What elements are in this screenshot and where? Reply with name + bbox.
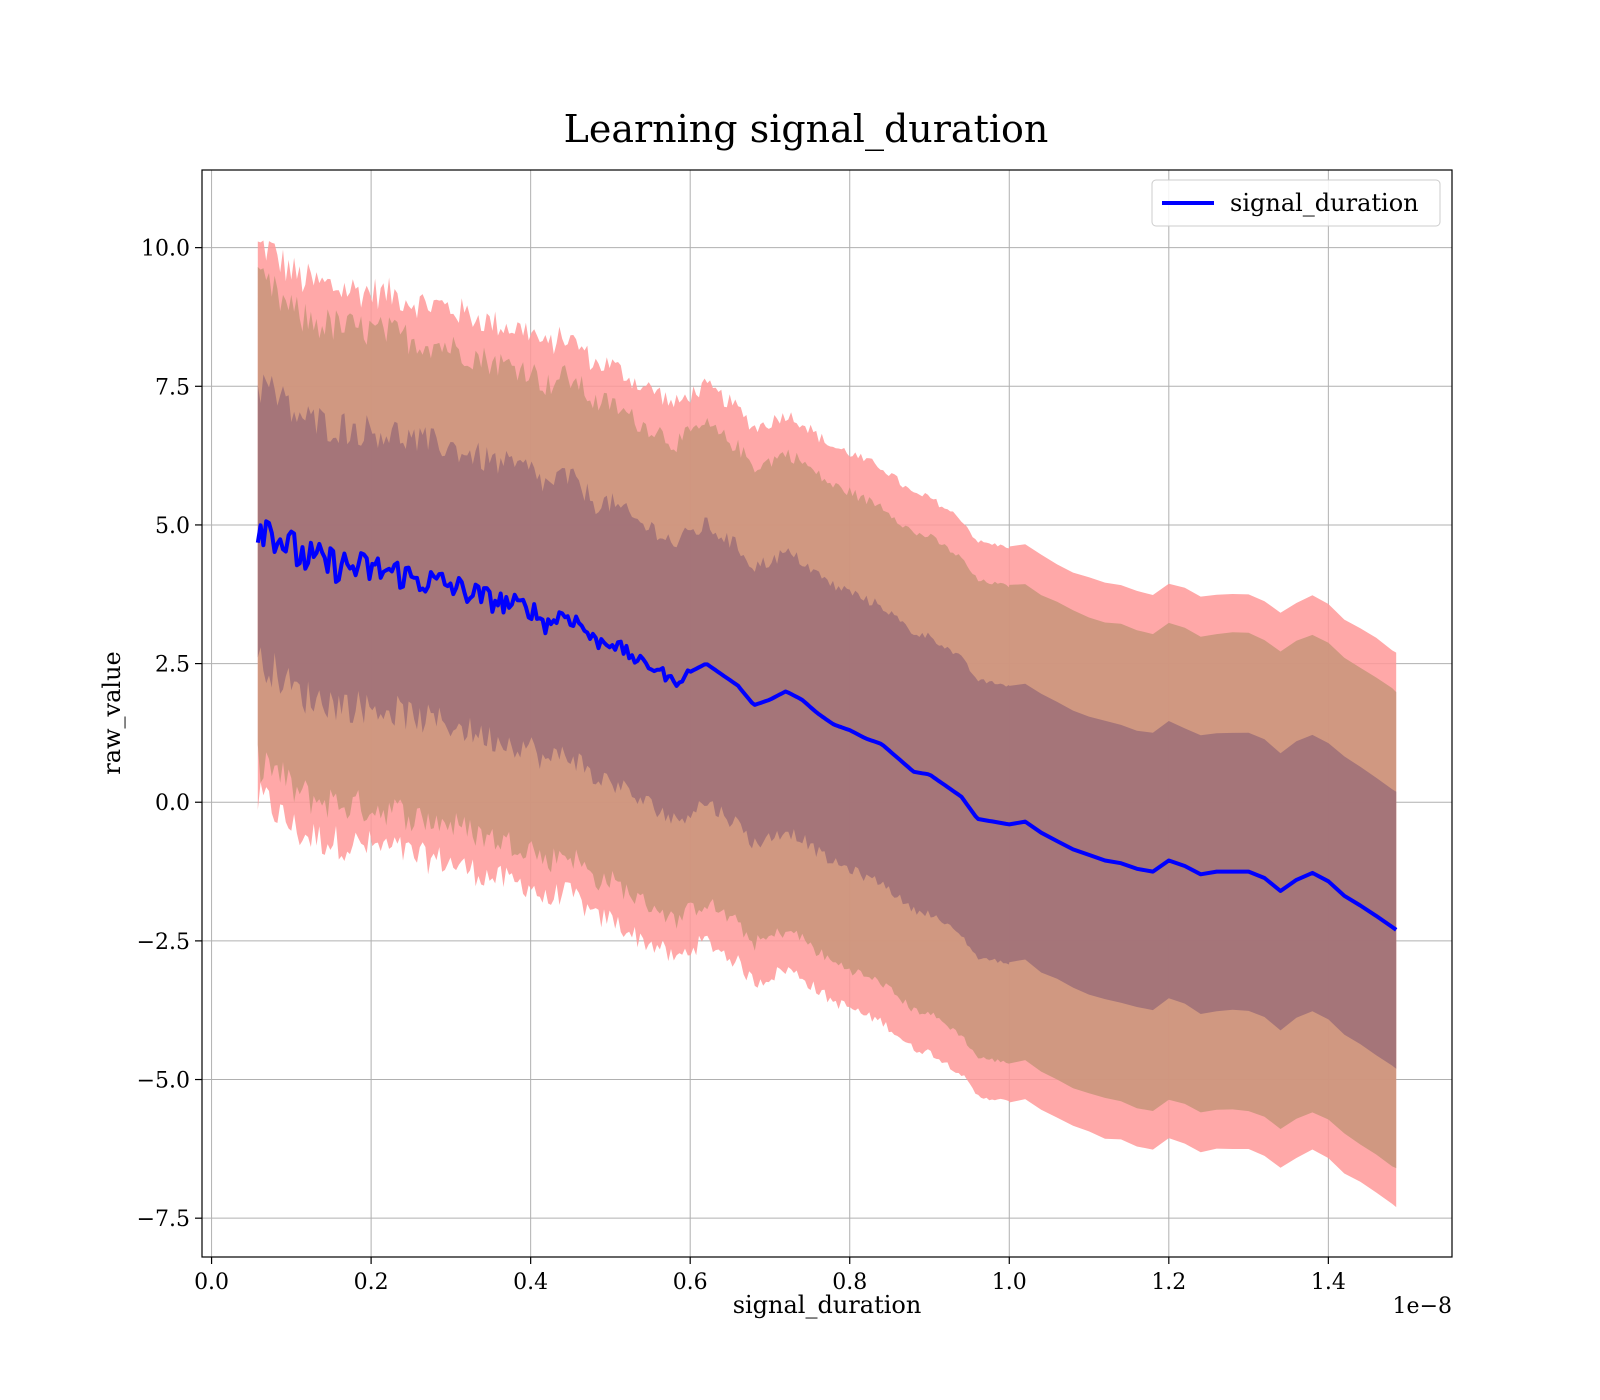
- y-axis-ticks: −7.5 −5.0 −2.5 0.0 2.5 5.0 7.5 10.0: [137, 237, 202, 1232]
- y-tick-label-4: 2.5: [155, 653, 190, 678]
- y-tick-label-0: −7.5: [137, 1207, 190, 1232]
- x-tick-label-0: 0.0: [194, 1270, 229, 1295]
- chart-title: Learning signal_duration: [564, 107, 1049, 152]
- y-tick-label-2: −2.5: [137, 930, 190, 955]
- axes-frame: [201, 169, 1453, 1258]
- y-tick-label-1: −5.0: [137, 1069, 190, 1094]
- x-tick-label-3: 0.6: [673, 1270, 708, 1295]
- x-tick-label-6: 1.2: [1151, 1270, 1186, 1295]
- x-tick-label-2: 0.4: [513, 1270, 548, 1295]
- x-tick-label-1: 0.2: [354, 1270, 389, 1295]
- confidence-bands: [257, 240, 1397, 1208]
- y-tick-label-3: 0.0: [155, 791, 190, 816]
- x-tick-label-5: 1.0: [992, 1270, 1027, 1295]
- legend: signal_duration: [1151, 179, 1441, 227]
- series-line-signal-duration: [255, 519, 1398, 932]
- x-axis-label: signal_duration: [733, 1291, 922, 1319]
- series-line-layer: [255, 519, 1398, 932]
- x-tick-label-4: 0.8: [832, 1270, 867, 1295]
- y-tick-label-6: 7.5: [155, 375, 190, 400]
- x-axis-offset-label: 1e−8: [1393, 1294, 1452, 1319]
- x-axis-ticks: 0.0 0.2 0.4 0.6 0.8 1.0 1.2 1.4: [194, 1257, 1346, 1295]
- y-tick-label-5: 5.0: [155, 514, 190, 539]
- x-tick-label-7: 1.4: [1311, 1270, 1346, 1295]
- y-tick-label-7: 10.0: [141, 237, 190, 262]
- legend-box: [1151, 179, 1441, 227]
- legend-label-signal-duration: signal_duration: [1230, 189, 1419, 217]
- y-axis-label: raw_value: [98, 651, 126, 775]
